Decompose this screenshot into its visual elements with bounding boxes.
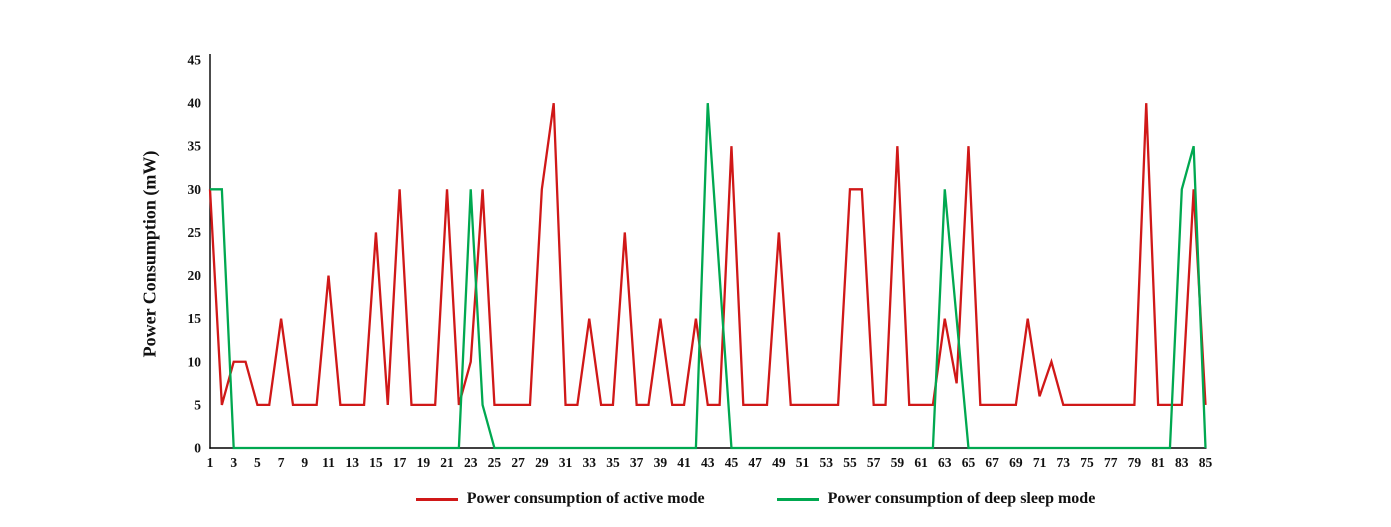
x-tick-label: 9 (301, 455, 308, 470)
x-tick-label: 39 (654, 455, 668, 470)
x-tick-label: 55 (843, 455, 857, 470)
x-tick-label: 31 (559, 455, 573, 470)
legend-swatch-deep-sleep-mode (776, 497, 819, 501)
x-tick-label: 75 (1080, 455, 1094, 470)
legend-swatch-active-mode (415, 497, 458, 501)
legend-item-active-mode: Power consumption of active mode (415, 490, 705, 508)
legend-label-active-mode: Power consumption of active mode (466, 490, 705, 507)
y-axis-title: Power Consumption (mW) (139, 150, 160, 358)
y-tick-label: 45 (188, 53, 202, 68)
x-tick-label: 13 (345, 455, 359, 470)
x-tick-label: 81 (1151, 455, 1165, 470)
x-tick-label: 21 (440, 455, 454, 470)
x-tick-label: 83 (1175, 455, 1189, 470)
x-tick-label: 25 (488, 455, 502, 470)
x-tick-label: 73 (1057, 455, 1071, 470)
series-line-0 (208, 102, 1207, 407)
x-tick-label: 63 (938, 455, 952, 470)
x-tick-label: 27 (511, 455, 525, 470)
chart-legend: Power consumption of active mode Power c… (0, 490, 1391, 508)
x-tick-label: 71 (1033, 455, 1047, 470)
x-tick-label: 33 (582, 455, 596, 470)
x-tick-label: 37 (630, 455, 644, 470)
y-tick-label: 25 (188, 225, 202, 240)
legend-label-deep-sleep-mode: Power consumption of deep sleep mode (827, 490, 1096, 507)
x-tick-label: 59 (891, 455, 905, 470)
x-tick-label: 1 (207, 455, 214, 470)
x-tick-label: 3 (230, 455, 237, 470)
x-tick-label: 65 (962, 455, 976, 470)
x-tick-label: 17 (393, 455, 407, 470)
x-tick-label: 85 (1199, 455, 1213, 470)
x-tick-label: 41 (677, 455, 691, 470)
y-tick-label: 0 (194, 441, 201, 456)
x-tick-label: 69 (1009, 455, 1023, 470)
legend-item-deep-sleep-mode: Power consumption of deep sleep mode (776, 490, 1096, 508)
x-tick-label: 61 (914, 455, 928, 470)
x-tick-label: 29 (535, 455, 549, 470)
x-tick-label: 77 (1104, 455, 1118, 470)
y-tick-label: 40 (188, 96, 202, 111)
x-tick-label: 15 (369, 455, 383, 470)
x-tick-label: 53 (820, 455, 834, 470)
x-tick-label: 51 (796, 455, 810, 470)
y-tick-label: 15 (188, 311, 202, 326)
x-tick-label: 67 (985, 455, 999, 470)
y-tick-label: 30 (188, 182, 202, 197)
x-tick-label: 35 (606, 455, 620, 470)
x-tick-label: 7 (278, 455, 285, 470)
y-tick-label: 20 (188, 268, 202, 283)
y-tick-label: 35 (188, 139, 202, 154)
x-tick-label: 49 (772, 455, 786, 470)
x-tick-label: 11 (322, 455, 335, 470)
series-line-1 (210, 103, 1207, 450)
x-tick-label: 57 (867, 455, 881, 470)
x-tick-label: 23 (464, 455, 478, 470)
x-tick-label: 43 (701, 455, 715, 470)
y-tick-label: 10 (188, 354, 202, 369)
x-tick-label: 79 (1128, 455, 1142, 470)
x-tick-label: 47 (748, 455, 762, 470)
y-tick-label: 5 (194, 397, 201, 412)
x-tick-label: 19 (417, 455, 431, 470)
x-tick-label: 45 (725, 455, 739, 470)
x-tick-label: 5 (254, 455, 261, 470)
